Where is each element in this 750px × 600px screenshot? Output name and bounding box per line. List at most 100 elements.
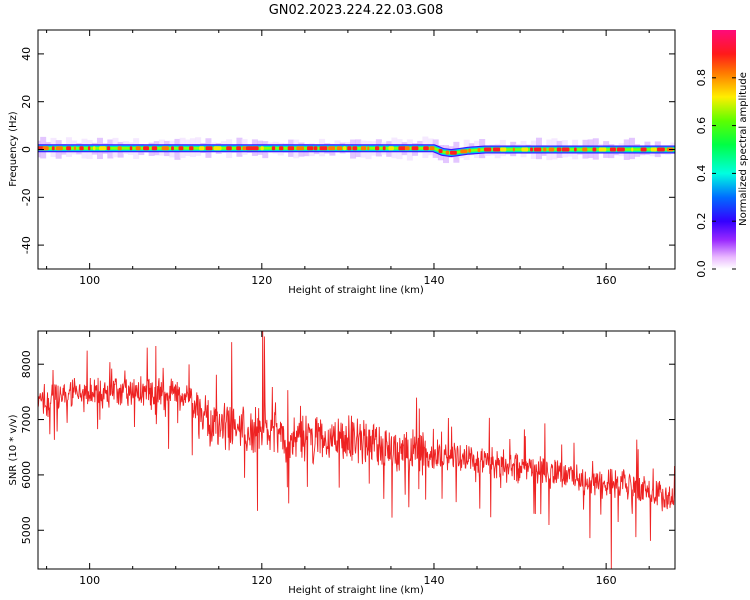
spectrogram-peak: [533, 147, 542, 152]
spectrogram-peak: [252, 146, 259, 151]
spectrogram-ylabel: Frequency (Hz): [8, 111, 19, 187]
spectrogram-peak: [582, 147, 588, 152]
spectrogram-peak: [468, 148, 471, 153]
colorbar-tick-label-0.4: 0.4: [695, 165, 708, 183]
colorbar-tick-label-0: 0.0: [695, 260, 708, 278]
spectrogram-peak: [616, 147, 625, 152]
spectrogram-peak: [296, 146, 304, 151]
snr-axes: 100 120 140 160 5000 6000 7000 8000: [20, 331, 675, 587]
snr-xlabel: Height of straight line (km): [288, 585, 424, 596]
spectrogram-peak: [51, 146, 55, 151]
spectrogram-peak: [313, 146, 318, 151]
spectrogram-peak: [92, 146, 96, 151]
spectrogram-peak: [287, 146, 295, 151]
spectrogram-ytick-label--40: -40: [20, 236, 33, 254]
spectrogram-peak: [178, 146, 184, 151]
spectrogram-peak: [512, 147, 515, 152]
spectrogram-xlabel: Height of straight line (km): [288, 285, 424, 296]
spectrogram-peak: [336, 146, 343, 151]
spectrogram-axes: 100 120 140 160 -40 -20 0 20 40: [20, 30, 675, 287]
spectrogram-peak: [411, 146, 419, 151]
spectrogram-peak: [640, 147, 647, 152]
snr-panel: 100 120 140 160 5000 6000 7000 8000 Height of s…: [8, 330, 676, 596]
spectrogram-peak: [574, 147, 577, 152]
colorbar: 0.0 0.2 0.4 0.6 0.8 Normalized spectral ampl…: [695, 30, 749, 278]
colorbar-tick-label-0.2: 0.2: [695, 212, 708, 230]
spectrogram-peak: [388, 146, 394, 151]
spectrogram-peak: [450, 150, 457, 155]
spectrogram-xtick-label-120: 120: [251, 274, 272, 287]
spectrogram-xtick-label-140: 140: [423, 274, 444, 287]
spectrogram-ytick-label-0: 0: [20, 146, 33, 153]
figure-title: GN02.2023.224.22.03.G08: [269, 3, 444, 18]
spectrogram-peak: [328, 146, 336, 151]
snr-ytick-label-8000: 8000: [20, 350, 33, 378]
spectrogram-peak: [117, 146, 122, 151]
spectrogram-peak: [279, 146, 284, 151]
spectrogram-peak: [55, 146, 63, 151]
spectrogram-ytick-label-20: 20: [20, 95, 33, 109]
snr-xtick-label-100: 100: [79, 574, 100, 587]
spectrogram-peak: [236, 146, 242, 151]
spectrogram-peak: [271, 146, 276, 151]
spectrogram-peak: [477, 147, 481, 152]
spectrogram-xtick-label-100: 100: [79, 274, 100, 287]
spectrogram-peak: [106, 146, 111, 151]
spectrogram-peak: [79, 146, 84, 151]
snr-ytick-label-7000: 7000: [20, 406, 33, 434]
spectrogram-plot-area: [38, 136, 675, 164]
spectrogram-peak: [245, 146, 253, 151]
colorbar-gradient: [712, 30, 736, 269]
snr-ytick-label-6000: 6000: [20, 461, 33, 489]
spectrogram-peak: [226, 146, 232, 151]
spectrogram-peak: [543, 147, 547, 152]
spectrogram-peak: [657, 147, 665, 152]
spectrogram-peak: [382, 146, 386, 151]
spectrogram-peak: [42, 146, 49, 151]
spectrogram-peak: [492, 147, 501, 152]
spectrogram-peak: [99, 146, 106, 151]
spectrogram-peak: [352, 146, 358, 151]
colorbar-ticks: 0.0 0.2 0.4 0.6 0.8: [695, 69, 736, 278]
snr-xtick-label-140: 140: [423, 574, 444, 587]
spectrogram-peak: [404, 146, 410, 151]
spectrogram-peak: [260, 146, 264, 151]
spectrogram-peak: [87, 146, 91, 151]
spectrogram-peak: [650, 147, 657, 152]
spectrogram-peak: [609, 147, 616, 152]
spectrogram-ytick-label-40: 40: [20, 47, 33, 61]
snr-xtick-label-160: 160: [596, 574, 617, 587]
spectrogram-peak: [530, 147, 533, 152]
spectrogram-peak: [213, 146, 222, 151]
spectrogram-peak: [460, 149, 468, 154]
spectrogram-peak: [521, 147, 529, 152]
spectrogram-peak: [66, 146, 72, 151]
spectrogram-peak: [189, 146, 194, 151]
spectrogram-peak: [143, 146, 149, 151]
spectrogram-peak: [423, 146, 429, 151]
spectrogram-peak: [500, 147, 507, 152]
spectrogram-peak: [598, 147, 607, 152]
spectrogram-peak: [367, 146, 370, 151]
spectrogram-peak: [375, 146, 380, 151]
spectrogram-peak: [242, 146, 247, 151]
snr-frame: [37, 330, 676, 570]
snr-ytick-label-5000: 5000: [20, 516, 33, 544]
snr-xtick-label-120: 120: [251, 574, 272, 587]
snr-ylabel: SNR (10 * v/v): [8, 414, 19, 485]
spectrogram-peak: [483, 147, 492, 152]
spectrogram-peak: [347, 146, 352, 151]
spectrogram-peak: [129, 146, 133, 151]
snr-series-line: [38, 331, 675, 569]
spectrogram-peak: [161, 146, 169, 151]
spectrogram-peak: [360, 146, 367, 151]
colorbar-label: Normalized spectral amplitude: [738, 72, 749, 226]
spectrogram-peak: [319, 146, 328, 151]
colorbar-tick-label-0.6: 0.6: [695, 117, 708, 135]
spectrogram-peak: [171, 146, 174, 151]
spectrogram-peak: [343, 146, 347, 151]
spectrogram-peak: [135, 146, 141, 151]
snr-plot-area: [38, 331, 675, 569]
spectrogram-peak: [205, 146, 213, 151]
